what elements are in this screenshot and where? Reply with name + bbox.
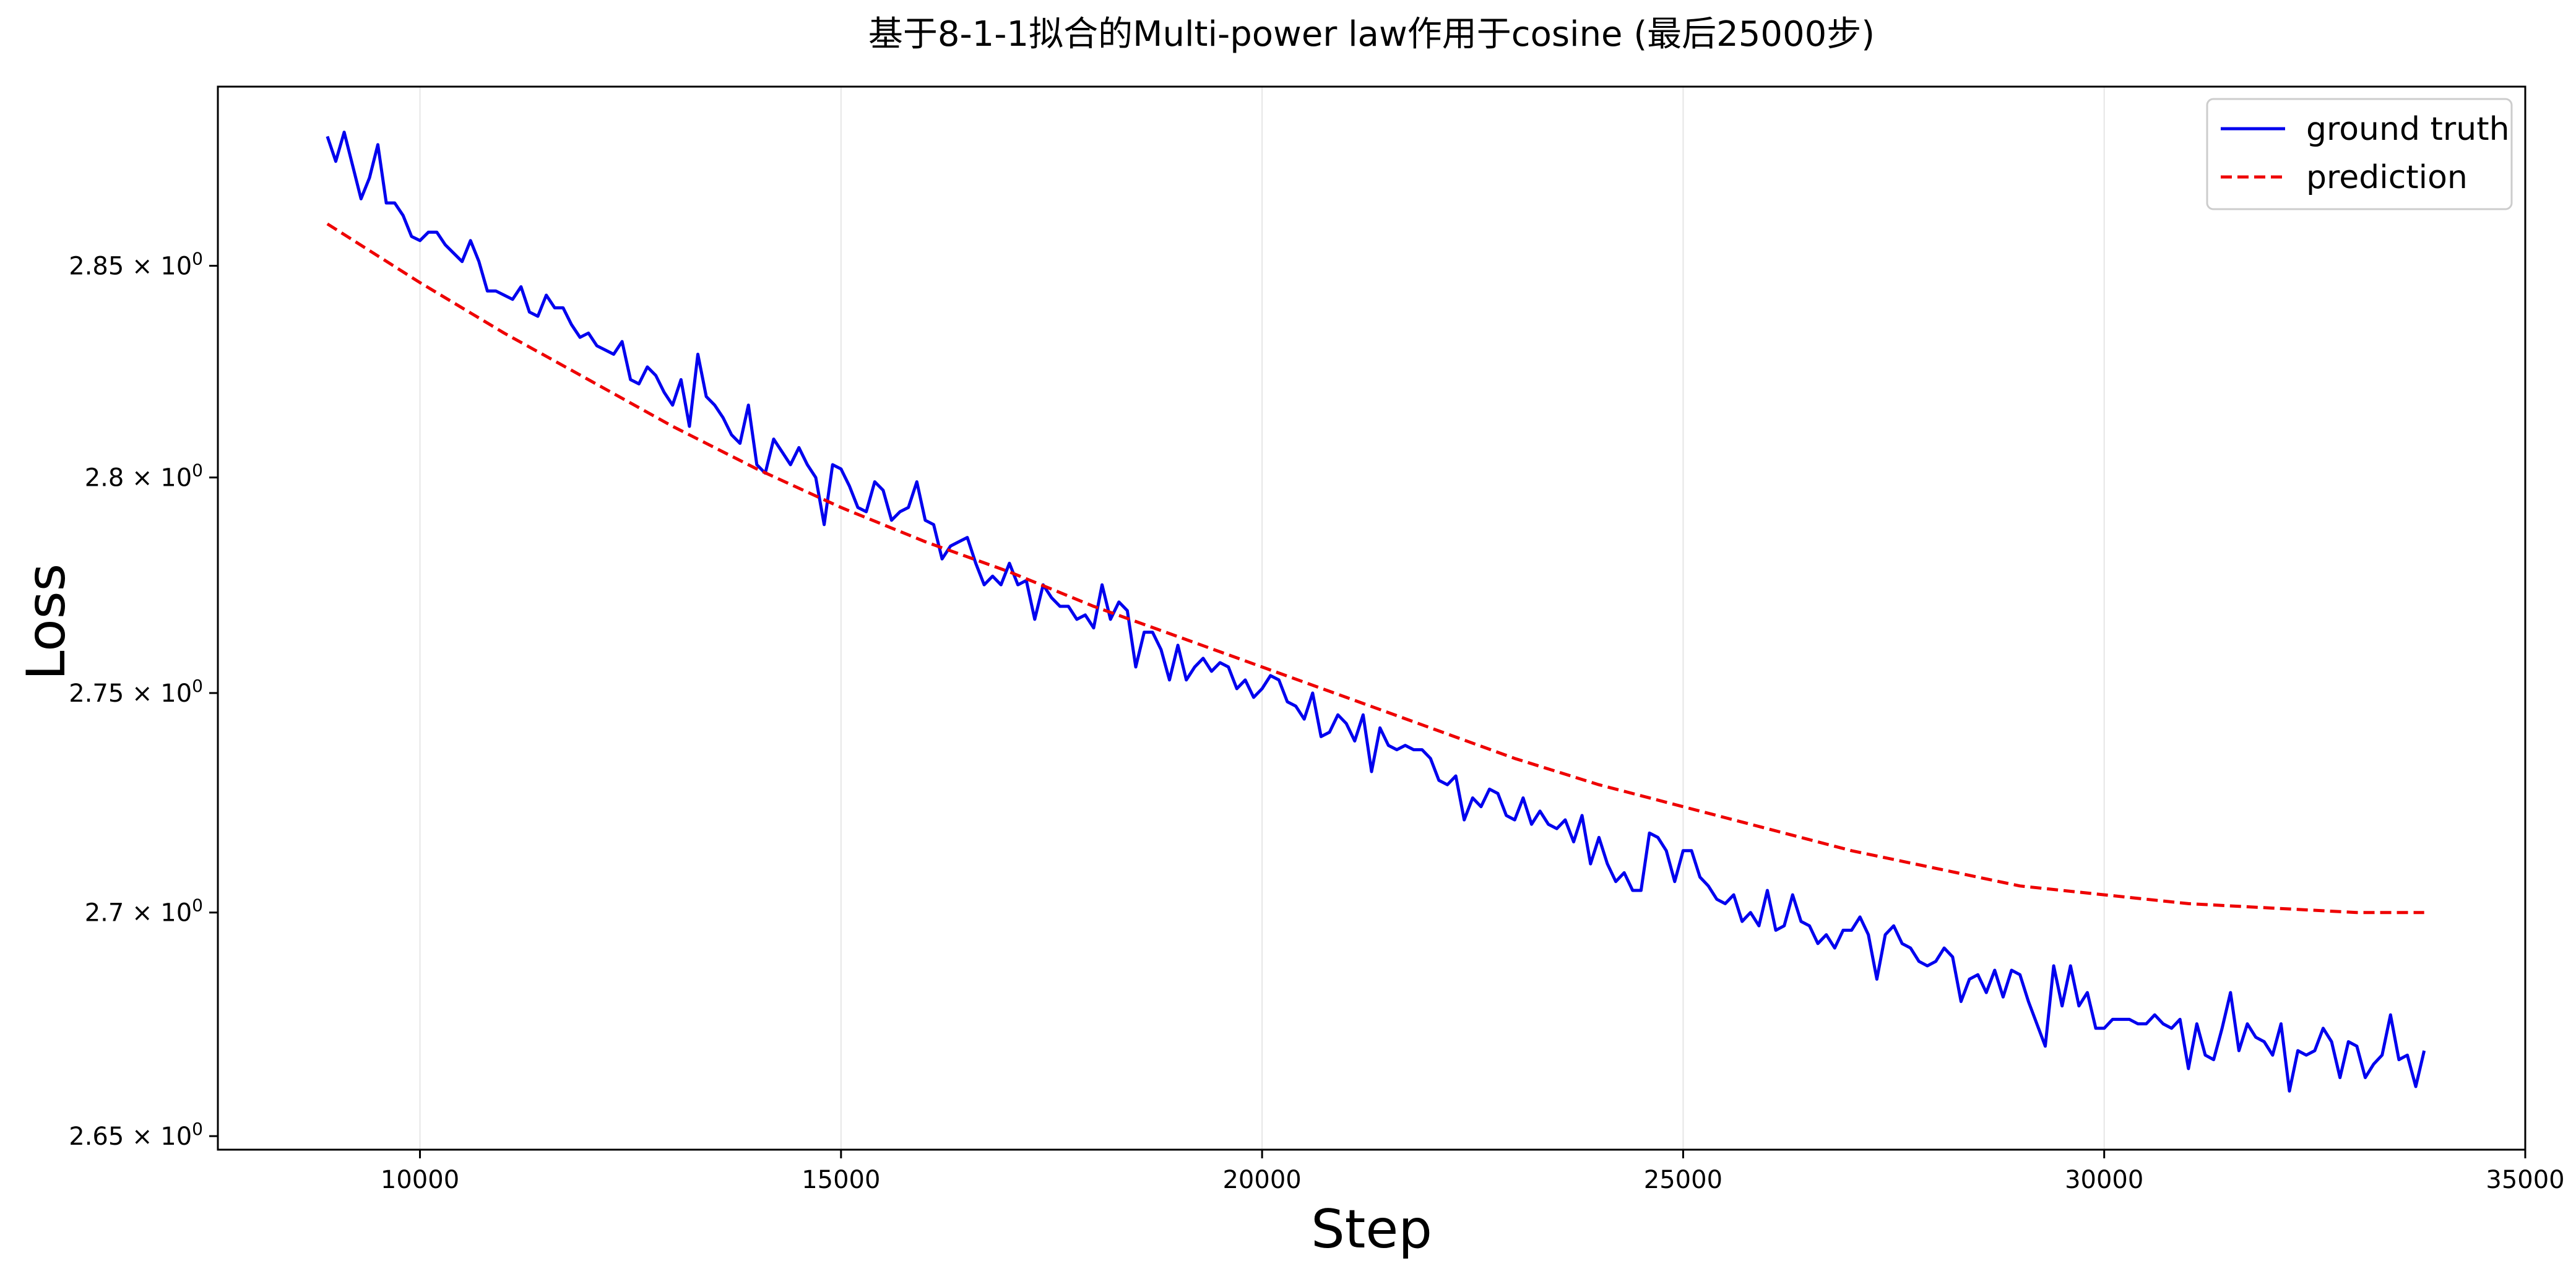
- chart-title: 基于8-1-1拟合的Multi-power law作用于cosine (最后25…: [868, 14, 1875, 54]
- y-tick-label: 2.8 × 100: [85, 460, 203, 493]
- y-tick-exponent: 0: [192, 249, 203, 269]
- y-axis-label: Loss: [15, 564, 77, 681]
- y-tick-exponent: 0: [192, 676, 203, 696]
- x-axis-ticks: 10000 15000 20000 25000 30000 35000: [381, 1150, 2565, 1194]
- y-tick-base: 10: [160, 679, 192, 708]
- y-tick-times: ×: [124, 1122, 160, 1151]
- x-tick-label: 35000: [2486, 1166, 2564, 1194]
- y-tick-base: 10: [160, 899, 192, 928]
- series-line-prediction: [326, 222, 2424, 915]
- y-tick-times: ×: [124, 252, 160, 281]
- y-tick-label: 2.85 × 100: [69, 249, 203, 281]
- y-tick-exponent: 0: [192, 460, 203, 481]
- series-line-ground-truth: [326, 131, 2426, 1093]
- y-tick-base: 10: [160, 464, 192, 493]
- legend-label-ground-truth: ground truth: [2306, 111, 2510, 148]
- x-tick-label: 25000: [1644, 1166, 1722, 1194]
- y-tick-times: ×: [124, 464, 160, 493]
- legend-label-prediction: prediction: [2306, 159, 2468, 196]
- y-tick-base: 10: [160, 252, 192, 281]
- y-tick-mantissa: 2.65: [69, 1122, 124, 1151]
- y-tick-times: ×: [124, 899, 160, 928]
- x-tick-label: 10000: [381, 1166, 459, 1194]
- legend: ground truth prediction: [2206, 98, 2513, 210]
- y-tick-mantissa: 2.75: [69, 679, 124, 708]
- y-tick-label: 2.65 × 100: [69, 1119, 203, 1151]
- series-layer: [326, 131, 2426, 1093]
- y-tick-mantissa: 2.8: [85, 464, 124, 493]
- x-axis-label: Step: [1311, 1199, 1432, 1260]
- y-tick-label: 2.75 × 100: [69, 676, 203, 708]
- x-tick-label: 30000: [2065, 1166, 2143, 1194]
- y-tick-base: 10: [160, 1122, 192, 1151]
- plot-area-frame: [217, 85, 2526, 1151]
- y-tick-mantissa: 2.85: [69, 252, 124, 281]
- y-tick-exponent: 0: [192, 1119, 203, 1139]
- y-tick-exponent: 0: [192, 895, 203, 916]
- x-tick-label: 20000: [1222, 1166, 1301, 1194]
- y-tick-label: 2.7 × 100: [85, 895, 203, 928]
- y-tick-mantissa: 2.7: [85, 899, 124, 928]
- y-tick-times: ×: [124, 679, 160, 708]
- legend-box: [2206, 98, 2513, 210]
- x-tick-label: 15000: [802, 1166, 880, 1194]
